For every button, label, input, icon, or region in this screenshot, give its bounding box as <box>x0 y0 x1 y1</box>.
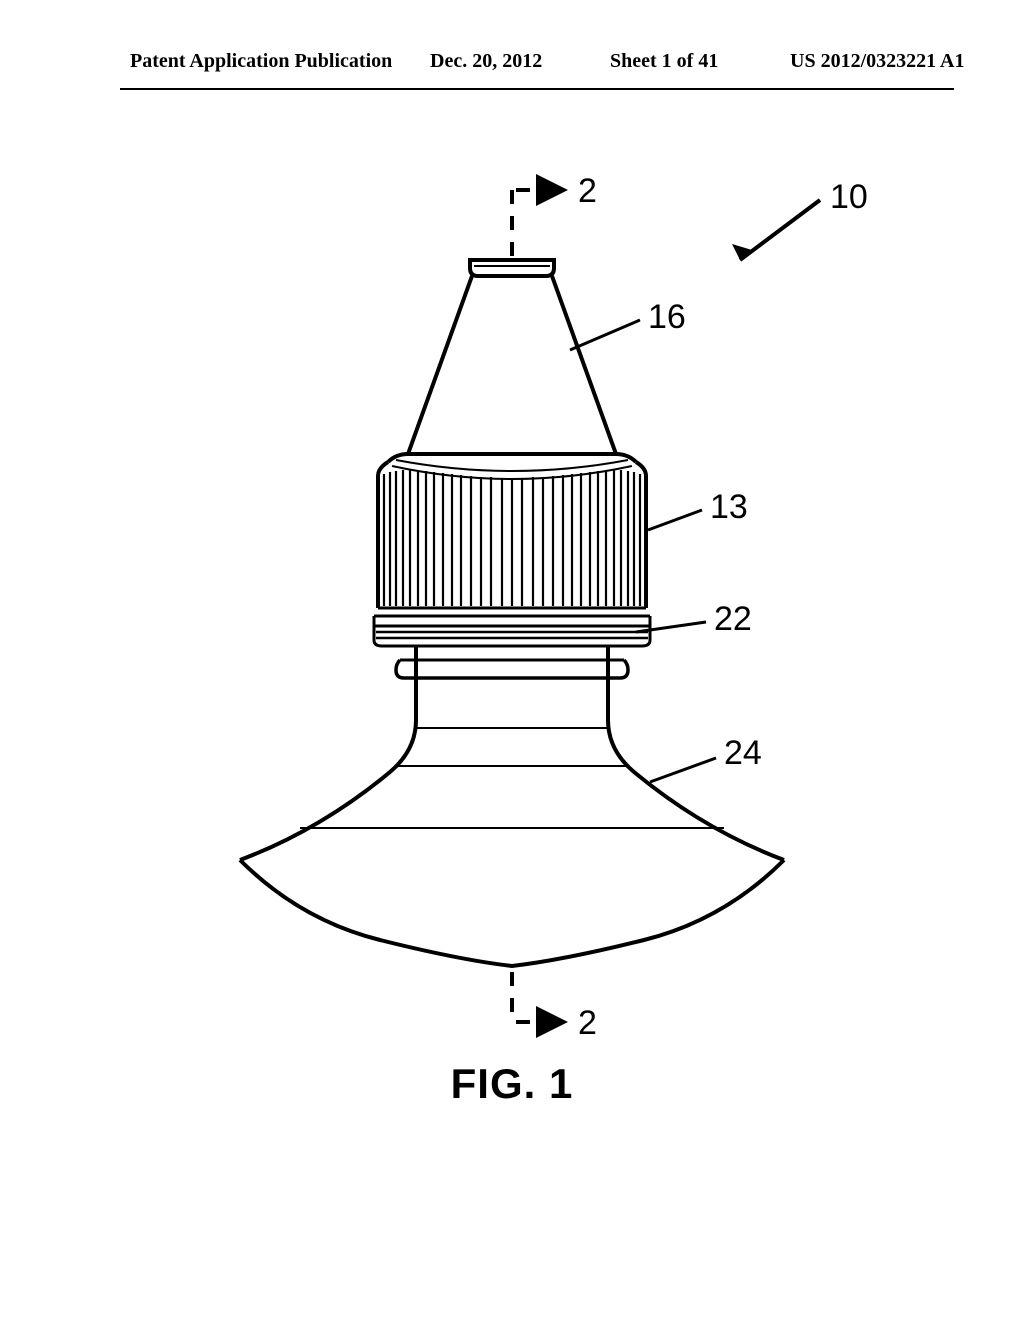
figure-area: 2 10 16 <box>120 160 904 1160</box>
label-assembly: 10 <box>830 178 868 216</box>
label-body: 24 <box>724 734 762 772</box>
leader-ring: 22 <box>636 600 752 638</box>
publication-type: Patent Application Publication <box>130 50 392 73</box>
figure-caption: FIG. 1 <box>120 1060 904 1108</box>
part-cap <box>374 454 650 626</box>
section-line-bottom: 2 <box>512 972 597 1040</box>
leader-assembly: 10 <box>732 178 868 260</box>
sheet-info: Sheet 1 of 41 <box>610 50 718 73</box>
label-tip: 16 <box>648 298 686 336</box>
publication-number: US 2012/0323221 A1 <box>790 50 964 73</box>
page-header: Patent Application Publication Dec. 20, … <box>0 50 1024 90</box>
page: Patent Application Publication Dec. 20, … <box>0 0 1024 1320</box>
part-tip <box>408 260 616 454</box>
figure-drawing: 2 10 16 <box>120 160 904 1040</box>
part-ring <box>374 626 650 646</box>
part-body <box>240 646 784 966</box>
section-annotation-bottom: 2 <box>578 1004 597 1040</box>
header-rule <box>120 88 954 90</box>
label-ring: 22 <box>714 600 752 638</box>
section-line-top: 2 <box>512 172 597 260</box>
leader-body: 24 <box>650 734 762 782</box>
label-cap: 13 <box>710 488 748 526</box>
leader-tip: 16 <box>570 298 686 350</box>
leader-cap: 13 <box>648 488 748 530</box>
section-annotation-top: 2 <box>578 172 597 210</box>
publication-date: Dec. 20, 2012 <box>430 50 542 73</box>
